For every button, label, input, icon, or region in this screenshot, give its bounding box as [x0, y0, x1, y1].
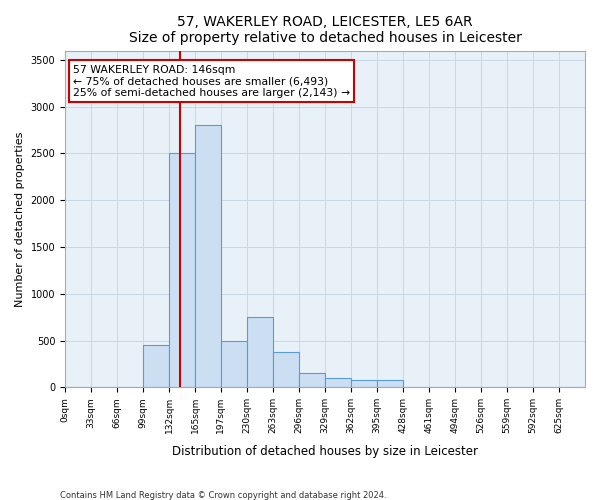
- Bar: [169, 154, 196, 388]
- Title: 57, WAKERLEY ROAD, LEICESTER, LE5 6AR
Size of property relative to detached hous: 57, WAKERLEY ROAD, LEICESTER, LE5 6AR Si…: [128, 15, 521, 45]
- Y-axis label: Number of detached properties: Number of detached properties: [15, 131, 25, 306]
- Bar: [351, 380, 377, 388]
- Text: Contains HM Land Registry data © Crown copyright and database right 2024.: Contains HM Land Registry data © Crown c…: [60, 490, 386, 500]
- Text: 57 WAKERLEY ROAD: 146sqm
← 75% of detached houses are smaller (6,493)
25% of sem: 57 WAKERLEY ROAD: 146sqm ← 75% of detach…: [73, 64, 350, 98]
- Bar: [325, 378, 351, 388]
- Bar: [247, 317, 273, 388]
- Bar: [299, 374, 325, 388]
- Bar: [143, 345, 169, 388]
- Bar: [377, 380, 403, 388]
- Bar: [196, 126, 221, 388]
- Bar: [221, 340, 247, 388]
- X-axis label: Distribution of detached houses by size in Leicester: Distribution of detached houses by size …: [172, 444, 478, 458]
- Bar: [273, 352, 299, 388]
